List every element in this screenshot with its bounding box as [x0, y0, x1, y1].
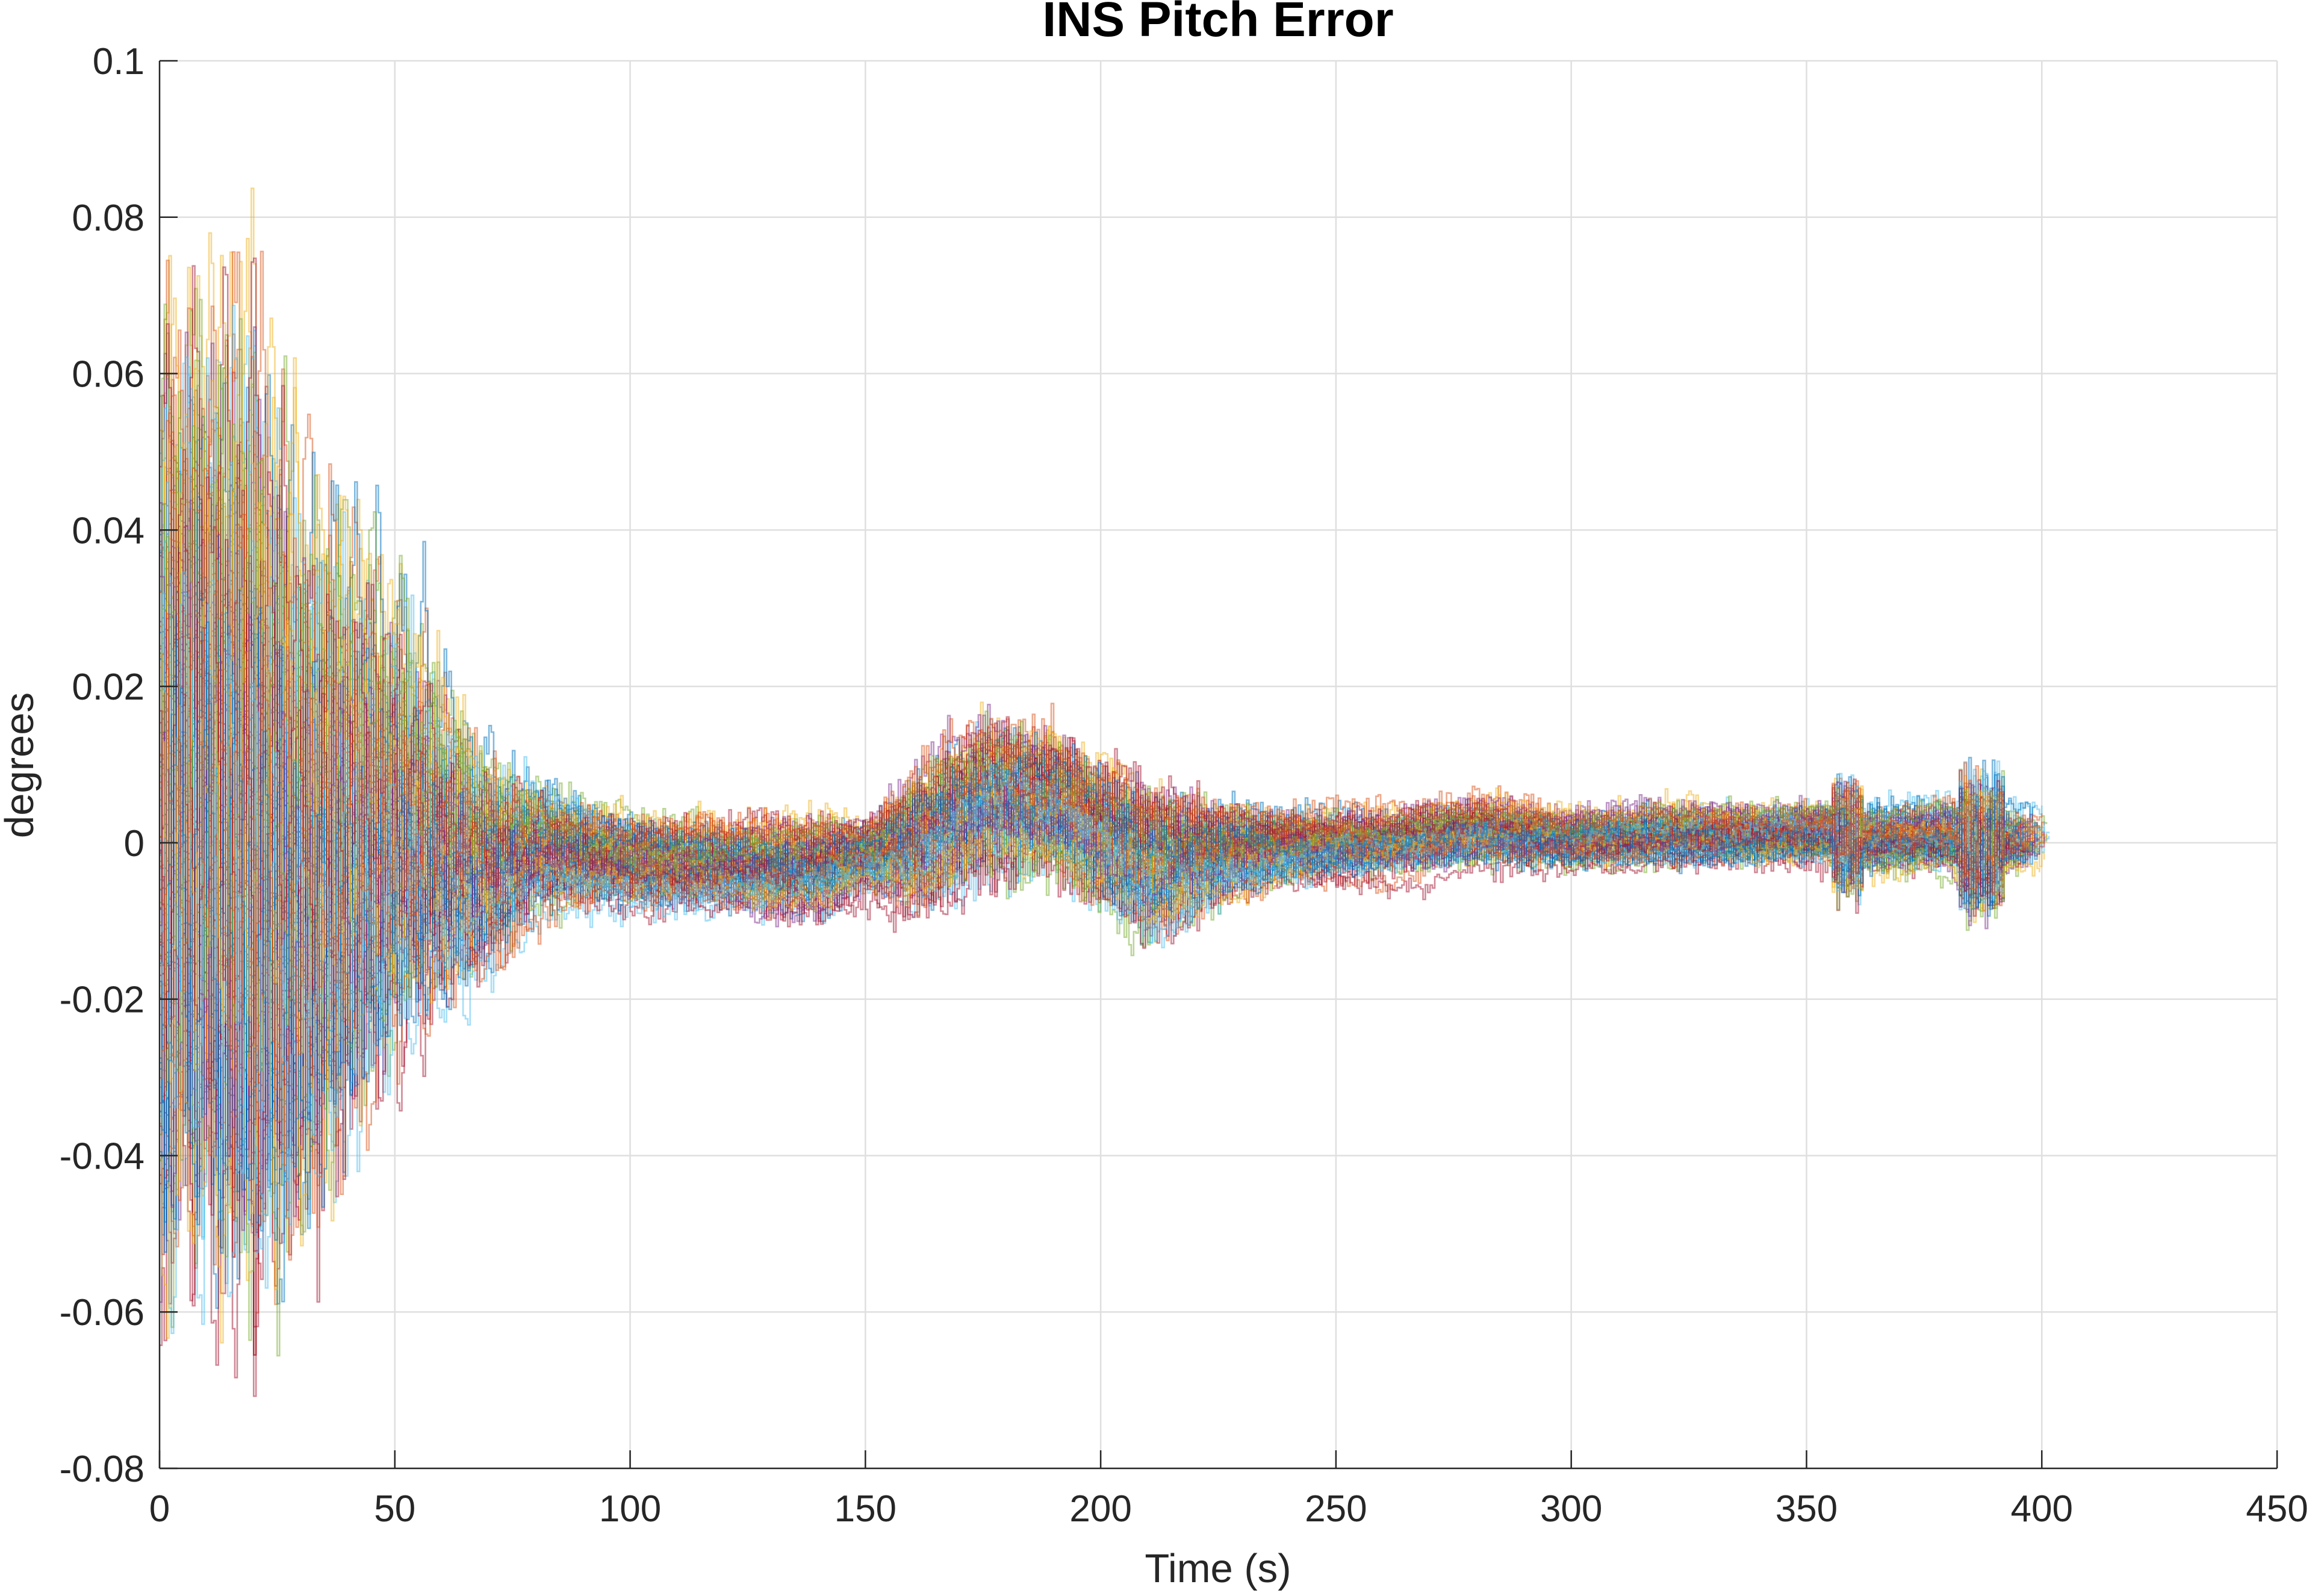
series-line — [160, 571, 2005, 1289]
x-tick-label: 400 — [2010, 1488, 2072, 1530]
series-line — [160, 471, 2038, 1170]
x-tick-label: 450 — [2246, 1488, 2308, 1530]
y-tick-label: 0.08 — [72, 197, 144, 239]
series-lines — [160, 187, 2050, 1397]
y-axis-label: degrees — [0, 692, 42, 838]
y-tick-label: 0.06 — [72, 354, 144, 396]
series-line — [160, 431, 2038, 1091]
x-tick-label: 50 — [374, 1488, 415, 1530]
y-tick-label: 0.1 — [93, 41, 144, 82]
y-tick-label: -0.08 — [60, 1449, 144, 1490]
y-tick-label: -0.02 — [60, 980, 144, 1021]
x-tick-label: 150 — [834, 1488, 897, 1530]
tick-labels: 0 50 100 150 200 250 300 350 400 450 -0.08 -0.06 -0.… — [60, 41, 2308, 1530]
x-tick-label: 350 — [1776, 1488, 1838, 1530]
y-tick-label: 0 — [124, 823, 144, 865]
y-tick-label: -0.06 — [60, 1292, 144, 1334]
chart-title: INS Pitch Error — [1042, 0, 1393, 47]
series-line — [160, 692, 2019, 1309]
axes — [158, 60, 2278, 1470]
x-tick-label: 200 — [1069, 1488, 1131, 1530]
y-tick-label: 0.04 — [72, 510, 144, 551]
x-tick-label: 0 — [149, 1488, 170, 1530]
grid-lines — [160, 60, 2278, 1468]
y-tick-label: 0.02 — [72, 666, 144, 708]
x-tick-label: 300 — [1540, 1488, 1602, 1530]
y-tick-label: -0.04 — [60, 1135, 144, 1177]
x-tick-label: 100 — [599, 1488, 661, 1530]
x-tick-label: 250 — [1305, 1488, 1367, 1530]
x-axis-label: Time (s) — [1145, 1546, 1291, 1591]
